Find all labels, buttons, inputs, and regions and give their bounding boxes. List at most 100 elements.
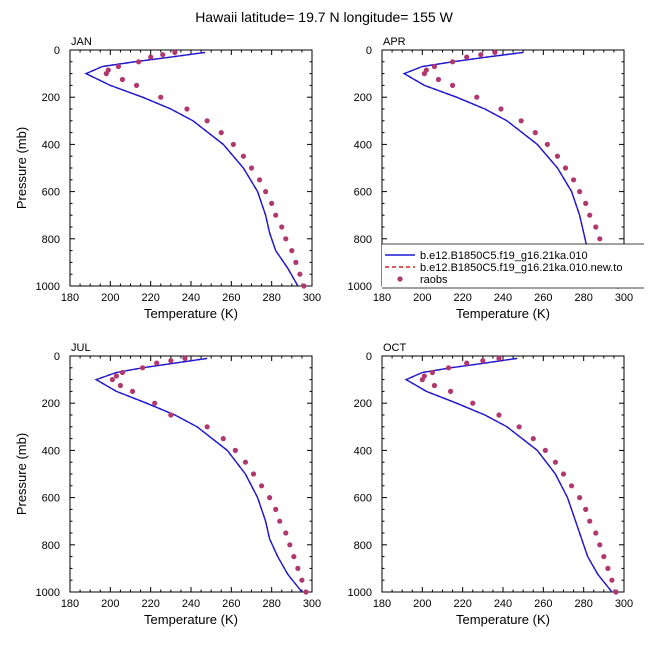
raobs-point — [148, 54, 154, 60]
legend-label: b.e12.B1850C5.f19_g16.21ka.010.new.to — [420, 262, 622, 274]
raobs-point — [496, 412, 502, 418]
y-tick-label: 800 — [42, 540, 60, 552]
y-tick-label: 0 — [366, 45, 372, 57]
raobs-point — [470, 400, 476, 406]
raobs-point — [609, 577, 615, 583]
raobs-point — [577, 495, 583, 501]
raobs-point — [283, 236, 289, 242]
raobs-point — [168, 412, 174, 418]
series-model-line — [404, 357, 613, 593]
raobs-point — [291, 554, 297, 560]
plot-frame — [69, 355, 313, 593]
raobs-point — [119, 369, 126, 376]
raobs-point — [583, 200, 589, 206]
raobs-point — [544, 141, 550, 147]
raobs-point — [250, 471, 257, 477]
raobs-point — [248, 165, 255, 171]
raobs-point — [587, 212, 593, 218]
panel-title: OCT — [383, 342, 407, 354]
raobs-point — [279, 224, 285, 230]
raobs-point — [289, 248, 295, 254]
raobs-point — [587, 518, 593, 524]
raobs-point — [445, 365, 452, 371]
raobs-point — [133, 82, 140, 88]
raobs-point — [431, 382, 438, 389]
raobs-point — [518, 118, 524, 124]
x-axis-label: Temperature (K) — [456, 612, 550, 627]
y-axis-label: Pressure (mb) — [14, 433, 29, 515]
raobs-point — [429, 369, 436, 376]
raobs-point — [492, 49, 498, 55]
raobs-point — [113, 373, 119, 379]
raobs-point — [168, 358, 174, 364]
y-tick-label: 600 — [42, 493, 60, 505]
raobs-point — [496, 355, 502, 361]
x-tick-label: 180 — [61, 598, 79, 610]
x-tick-label: 200 — [413, 292, 431, 304]
x-tick-label: 220 — [453, 292, 471, 304]
raobs-point — [464, 54, 470, 60]
legend-label: raobs — [420, 274, 448, 286]
x-tick-label: 280 — [262, 292, 280, 304]
x-tick-label: 180 — [373, 292, 391, 304]
x-tick-label: 240 — [494, 598, 512, 610]
legend-label: b.e12.B1850C5.f19_g16.21ka.010 — [420, 250, 588, 262]
raobs-point — [516, 424, 522, 430]
y-tick-label: 600 — [42, 187, 60, 199]
series-model-new-line — [404, 357, 613, 593]
raobs-point — [431, 63, 438, 70]
raobs-point — [568, 483, 575, 489]
raobs-point — [301, 283, 307, 289]
y-tick-label: 600 — [354, 493, 372, 505]
raobs-point — [218, 130, 224, 136]
raobs-point — [140, 365, 146, 371]
x-tick-label: 260 — [222, 598, 240, 610]
raobs-point — [464, 360, 470, 366]
raobs-point — [242, 459, 249, 465]
y-tick-label: 800 — [42, 234, 60, 246]
raobs-point — [597, 542, 603, 548]
raobs-point — [154, 360, 160, 366]
raobs-point — [303, 589, 309, 595]
x-tick-label: 200 — [101, 292, 119, 304]
series-model-line — [94, 357, 303, 593]
raobs-point — [184, 106, 190, 112]
panel-jan: 180 200 220 240 260 280 300 0 200 400 600 800 1000 JA… — [14, 36, 321, 321]
raobs-point — [474, 94, 480, 100]
raobs-point — [478, 52, 484, 58]
x-axis-label: Temperature (K) — [144, 612, 238, 627]
raobs-point — [299, 577, 305, 583]
panel-title: JUL — [71, 342, 91, 354]
raobs-point — [258, 483, 265, 489]
y-tick-label: 800 — [354, 234, 372, 246]
x-tick-label: 300 — [615, 598, 633, 610]
raobs-point — [135, 59, 142, 65]
y-tick-label: 600 — [354, 187, 372, 199]
raobs-point — [554, 153, 561, 159]
raobs-point — [295, 565, 301, 572]
raobs-point — [204, 424, 210, 430]
figure-title: Hawaii latitude= 19.7 N longitude= 155 W — [195, 9, 453, 25]
raobs-point — [115, 63, 121, 70]
raobs-point — [570, 177, 577, 183]
legend-background — [382, 244, 644, 288]
y-tick-label: 400 — [354, 139, 372, 151]
raobs-point — [182, 355, 188, 361]
raobs-point — [593, 224, 599, 230]
x-tick-label: 220 — [453, 598, 471, 610]
x-tick-label: 280 — [574, 598, 592, 610]
raobs-point — [256, 177, 263, 183]
raobs-point — [613, 589, 619, 595]
panel-jul: 180 200 220 240 260 280 300 0 200 400 600 800 1000 JU… — [14, 342, 321, 627]
raobs-point — [263, 189, 269, 195]
panel-title: APR — [383, 36, 406, 48]
raobs-point — [293, 259, 299, 265]
raobs-point — [273, 506, 279, 512]
raobs-point — [577, 189, 583, 195]
y-tick-label: 200 — [42, 398, 60, 410]
x-axis-label: Temperature (K) — [456, 306, 550, 321]
x-tick-label: 260 — [534, 598, 552, 610]
y-tick-label: 800 — [354, 540, 372, 552]
x-tick-label: 180 — [61, 292, 79, 304]
